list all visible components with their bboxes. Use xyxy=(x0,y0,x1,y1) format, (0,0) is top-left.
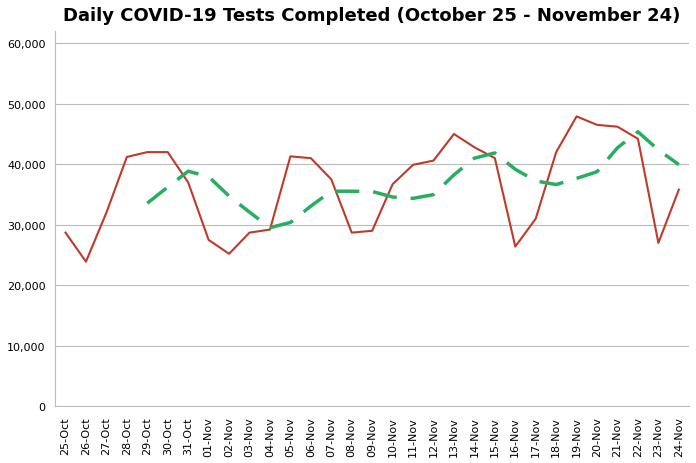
Title: Daily COVID-19 Tests Completed (October 25 - November 24): Daily COVID-19 Tests Completed (October … xyxy=(63,7,681,25)
